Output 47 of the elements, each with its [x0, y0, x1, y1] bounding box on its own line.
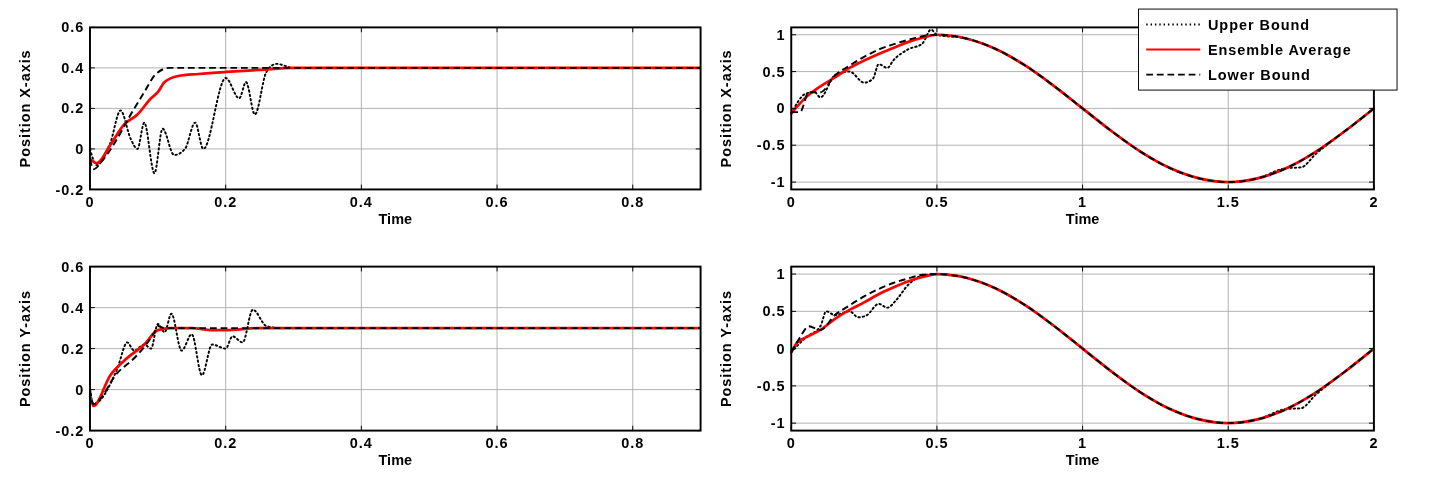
y-axis-title: Position Y-axis [17, 290, 34, 408]
y-tick-label: 1 [776, 266, 786, 283]
y-tick-label: 0.2 [61, 100, 85, 117]
x-tick-label: 0.4 [349, 434, 373, 451]
x-tick-label: 0.2 [214, 193, 238, 210]
y-tick-label: 0.5 [762, 303, 786, 320]
y-tick-label: 0 [776, 340, 786, 357]
y-axis-title: Position X-axis [17, 49, 34, 168]
legend-label: Lower Bound [1207, 66, 1311, 83]
x-axis-title: Time [378, 452, 413, 469]
x-tick-label: 0.5 [925, 434, 949, 451]
y-tick-label: 0 [75, 381, 85, 398]
y-tick-label: 0.2 [61, 340, 85, 357]
y-tick-label: -1 [770, 174, 786, 191]
y-tick-label: 0.4 [61, 299, 85, 316]
y-tick-label: -0.2 [55, 181, 85, 198]
x-tick-label: 1.5 [1216, 434, 1240, 451]
x-tick-label: 0.6 [485, 434, 509, 451]
y-tick-label: 0.6 [61, 19, 85, 36]
y-tick-label: -0.5 [756, 137, 786, 154]
x-tick-label: 1 [1078, 434, 1088, 451]
y-tick-label: 1 [776, 26, 786, 43]
x-tick-label: 1 [1078, 193, 1088, 210]
x-tick-label: 0.6 [485, 193, 509, 210]
x-tick-label: 0.8 [621, 193, 645, 210]
x-axis-title: Time [1065, 211, 1100, 228]
y-tick-label: 0 [776, 100, 786, 117]
x-tick-label: 2 [1369, 434, 1379, 451]
x-axis-title: Time [1065, 452, 1100, 469]
y-axis-title: Position Y-axis [718, 290, 735, 408]
x-tick-label: 0.8 [621, 434, 645, 451]
y-tick-label: -1 [770, 415, 786, 432]
x-tick-label: 0.5 [925, 193, 949, 210]
y-tick-label: 0 [75, 141, 85, 157]
x-tick-label: 2 [1369, 193, 1379, 210]
legend-label: Upper Bound [1207, 16, 1311, 33]
y-tick-label: 0.5 [762, 63, 786, 80]
x-tick-label: 0.4 [349, 193, 373, 210]
x-axis-title: Time [378, 211, 413, 228]
y-tick-label: -0.2 [55, 422, 85, 439]
y-tick-label: 0.4 [61, 59, 85, 76]
y-tick-label: 0.6 [61, 258, 85, 275]
y-axis-title: Position X-axis [718, 49, 735, 168]
y-tick-label: -0.5 [756, 377, 786, 394]
x-tick-label: 1.5 [1216, 193, 1240, 210]
legend-label: Ensemble Average [1207, 41, 1352, 58]
x-tick-label: 0.2 [214, 434, 238, 451]
